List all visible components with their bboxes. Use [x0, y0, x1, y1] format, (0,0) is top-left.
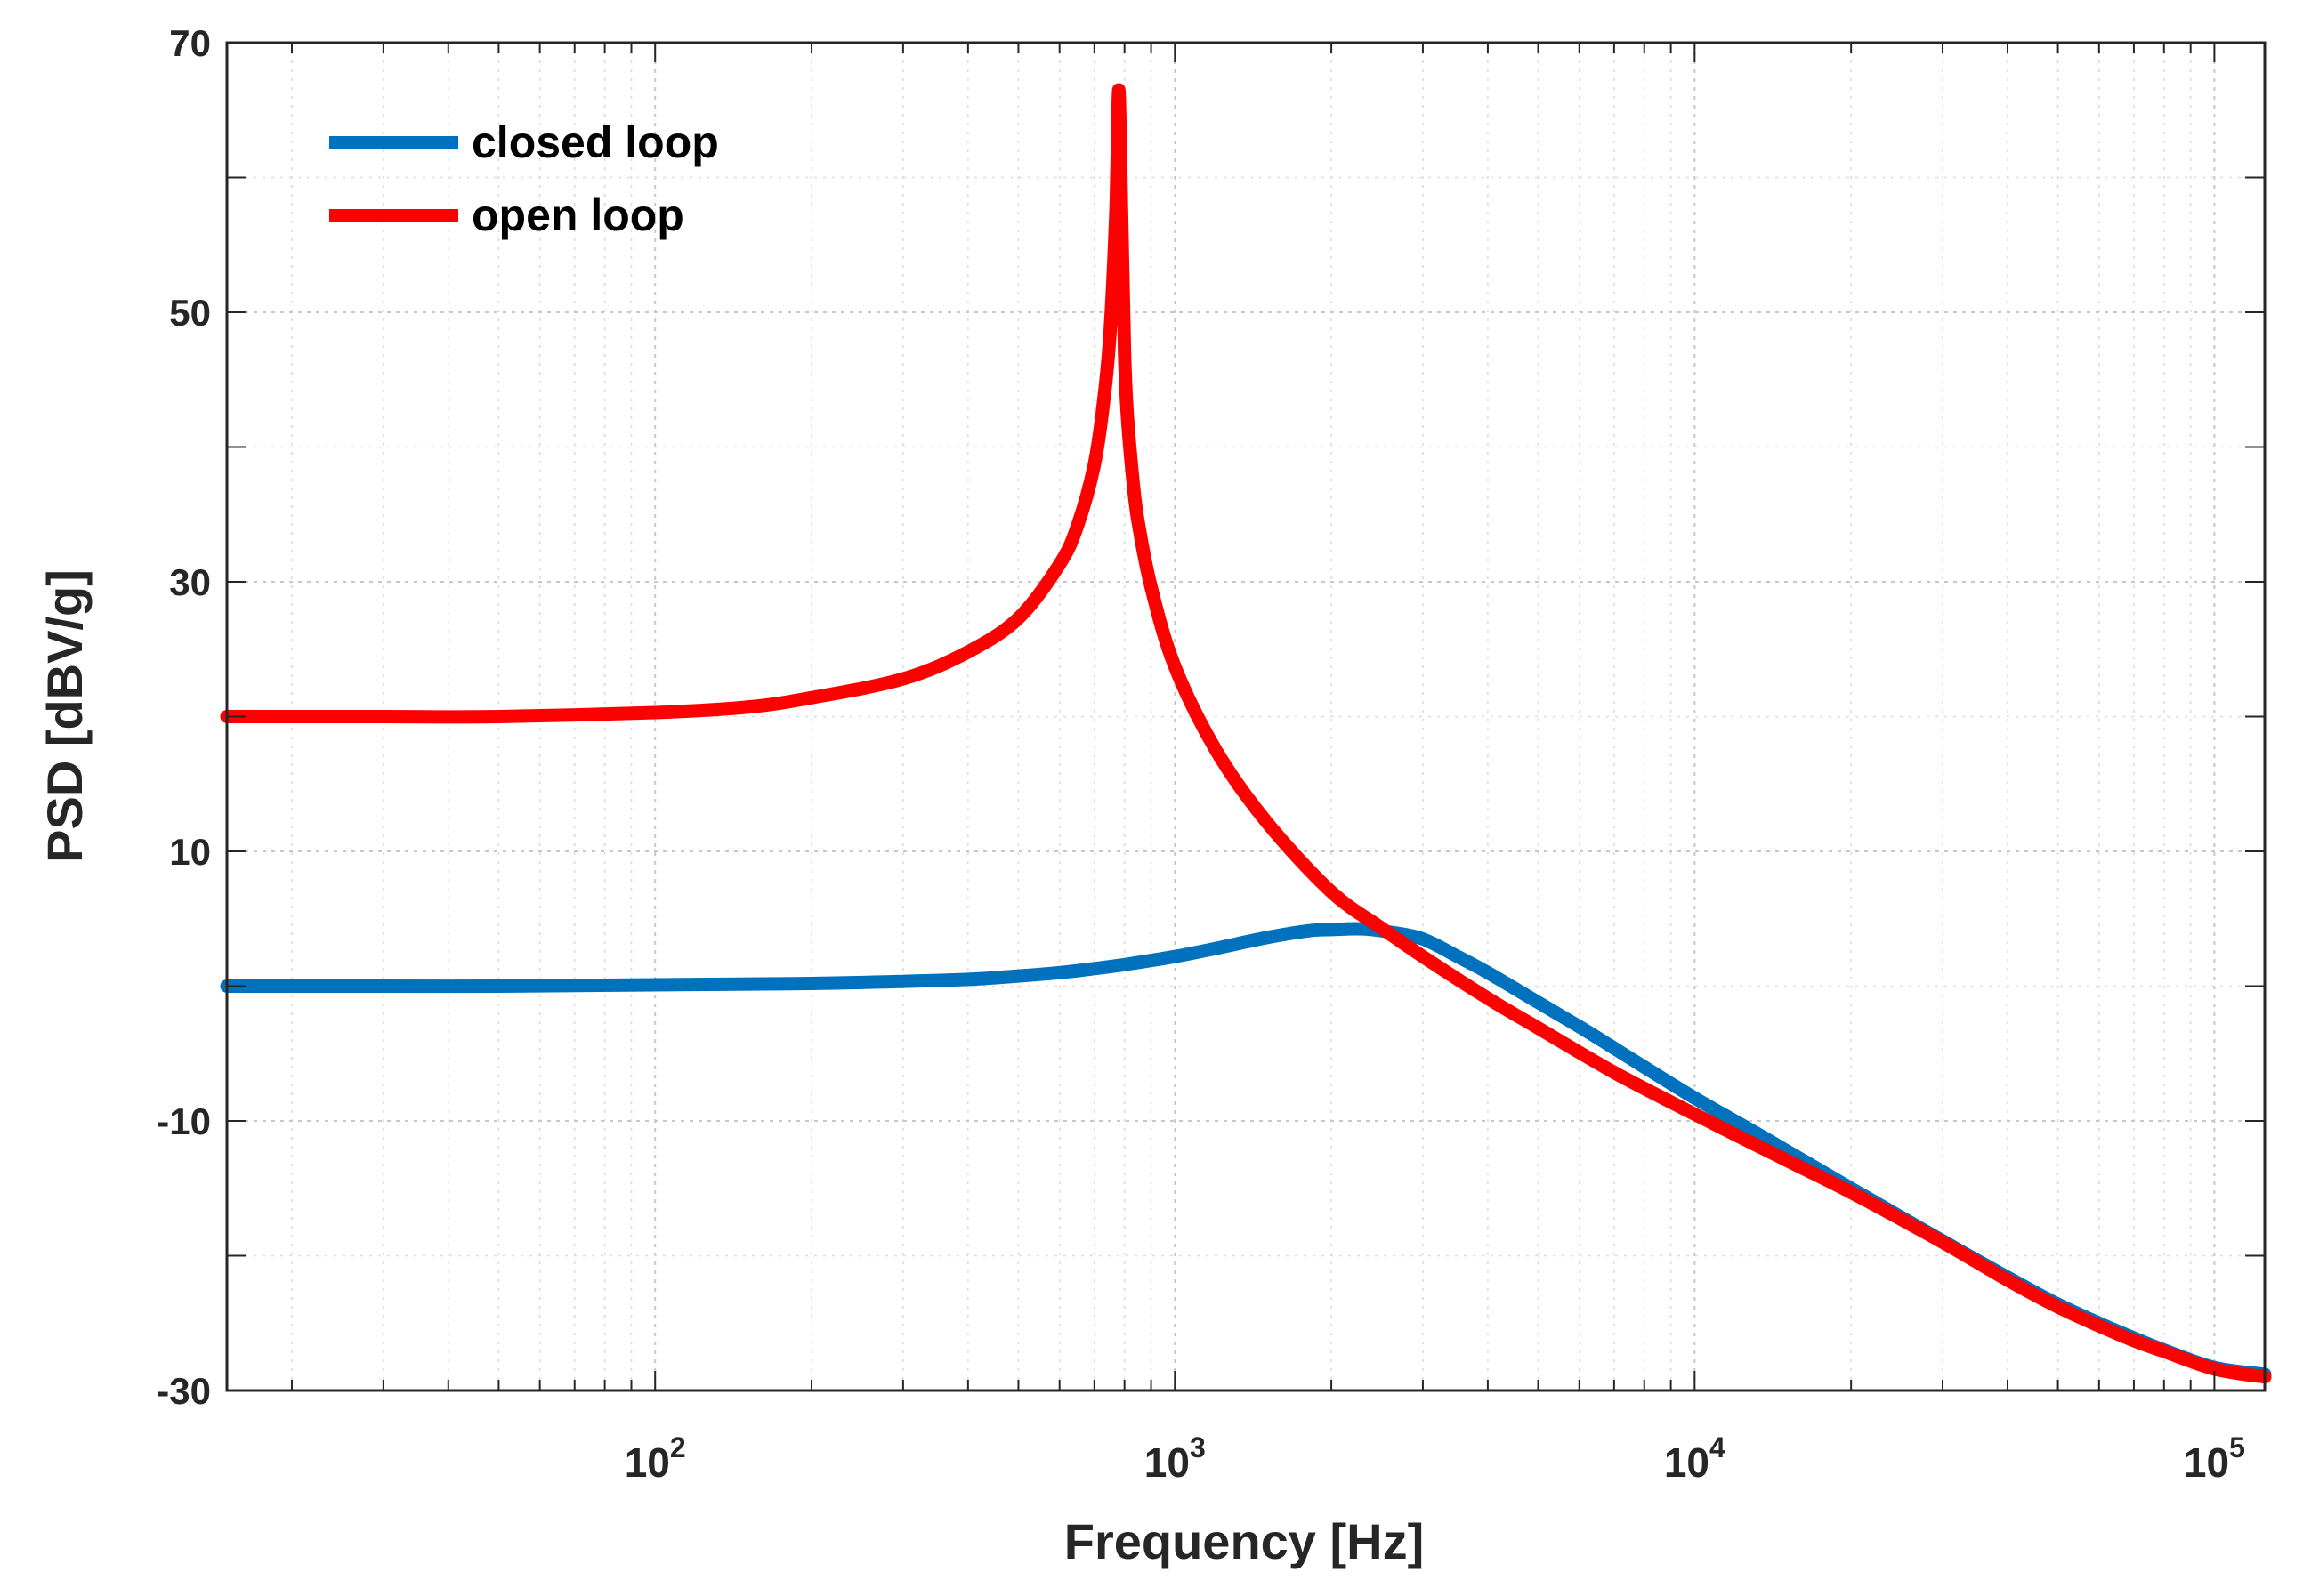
legend-label-closed-loop: closed loop	[472, 117, 719, 167]
x-tick-label: 102	[625, 1431, 686, 1486]
y-tick-label: 10	[169, 831, 211, 873]
y-tick-label: 30	[169, 561, 211, 603]
series-line-open-loop	[220, 83, 2272, 1384]
y-tick-label: 50	[169, 292, 211, 334]
y-axis-title: PSD [dBV/g]	[36, 569, 93, 863]
x-tick-label: 103	[1144, 1431, 1206, 1486]
grid	[227, 43, 2265, 1390]
series-lines	[220, 83, 2272, 1384]
y-tick-label: 70	[169, 22, 211, 64]
y-tick-label: -30	[157, 1370, 211, 1412]
axis-ticks: -30 -10 10 30 50 70 102 103 104 105	[157, 22, 2265, 1486]
legend-label-open-loop: open loop	[472, 190, 684, 240]
y-tick-label: -10	[157, 1100, 211, 1142]
x-tick-label: 105	[2184, 1431, 2245, 1486]
legend: closed loop open loop	[329, 117, 719, 240]
x-axis-title: Frequency [Hz]	[1064, 1513, 1425, 1569]
x-tick-label: 104	[1664, 1431, 1725, 1486]
